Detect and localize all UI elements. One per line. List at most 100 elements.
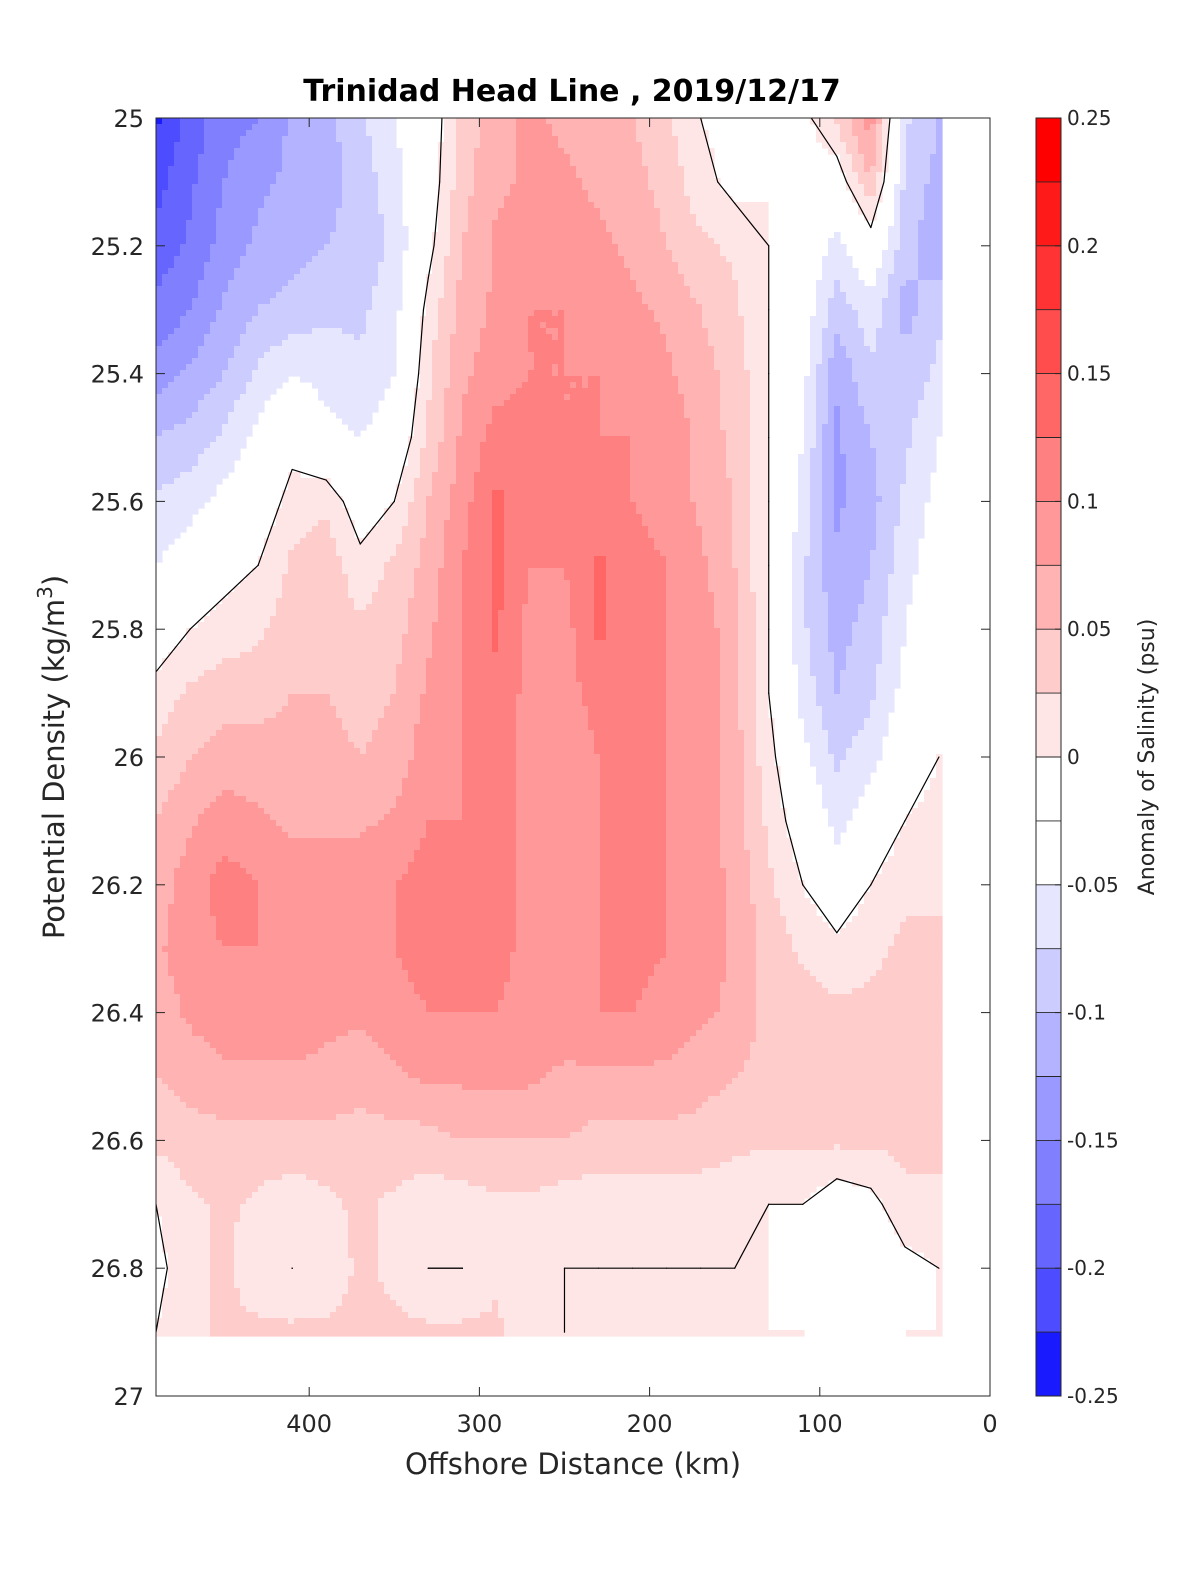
contour-cell xyxy=(486,232,493,239)
contour-cell xyxy=(654,382,661,389)
contour-cell xyxy=(312,178,319,185)
contour-cell xyxy=(690,280,697,287)
contour-cell xyxy=(552,190,559,197)
contour-cell xyxy=(438,322,445,329)
contour-cell xyxy=(198,316,205,323)
contour-cell xyxy=(570,376,577,383)
contour-cell xyxy=(198,370,205,377)
contour-cell xyxy=(912,130,919,137)
contour-cell xyxy=(474,154,481,161)
contour-cell xyxy=(582,160,589,167)
contour-cell xyxy=(570,334,577,341)
contour-cell xyxy=(696,250,703,257)
contour-cell xyxy=(522,298,529,305)
contour-cell xyxy=(600,244,607,251)
contour-cell xyxy=(264,310,271,317)
contour-cell xyxy=(186,352,193,359)
contour-cell xyxy=(354,184,361,191)
contour-cell xyxy=(708,298,715,305)
contour-cell xyxy=(600,256,607,263)
contour-cell xyxy=(366,238,373,245)
contour-cell xyxy=(174,334,181,341)
contour-cell xyxy=(558,310,565,317)
contour-cell xyxy=(924,232,931,239)
contour-cell xyxy=(468,286,475,293)
contour-cell xyxy=(930,232,937,239)
contour-cell xyxy=(360,148,367,155)
contour-cell xyxy=(198,286,205,293)
contour-cell xyxy=(822,376,829,383)
contour-cell xyxy=(516,352,523,359)
contour-cell xyxy=(462,148,469,155)
contour-cell xyxy=(546,310,553,317)
contour-cell xyxy=(318,310,325,317)
contour-cell xyxy=(708,382,715,389)
contour-cell xyxy=(342,322,349,329)
contour-cell xyxy=(504,142,511,149)
contour-cell xyxy=(282,268,289,275)
contour-cell xyxy=(276,154,283,161)
contour-cell xyxy=(828,364,835,371)
contour-cell xyxy=(750,370,757,377)
contour-cell xyxy=(396,280,403,287)
contour-cell xyxy=(198,172,205,179)
contour-cell xyxy=(360,184,367,191)
contour-cell xyxy=(498,304,505,311)
contour-cell xyxy=(588,136,595,143)
contour-cell xyxy=(192,214,199,221)
contour-cell xyxy=(744,334,751,341)
contour-cell xyxy=(738,256,745,263)
contour-cell xyxy=(642,184,649,191)
contour-cell xyxy=(258,136,265,143)
contour-cell xyxy=(168,238,175,245)
contour-cell xyxy=(930,256,937,263)
contour-cell xyxy=(918,154,925,161)
contour-cell xyxy=(858,334,865,341)
contour-cell xyxy=(630,322,637,329)
contour-cell xyxy=(204,316,211,323)
contour-cell xyxy=(306,214,313,221)
contour-cell xyxy=(822,358,829,365)
contour-cell xyxy=(630,328,637,335)
contour-cell xyxy=(336,322,343,329)
contour-cell xyxy=(636,352,643,359)
contour-cell xyxy=(258,298,265,305)
contour-cell xyxy=(606,124,613,131)
contour-cell xyxy=(906,220,913,227)
contour-cell xyxy=(576,298,583,305)
contour-cell xyxy=(276,262,283,269)
contour-cell xyxy=(228,316,235,323)
contour-cell xyxy=(756,376,763,383)
contour-cell xyxy=(282,280,289,287)
contour-cell xyxy=(342,214,349,221)
contour-cell xyxy=(582,136,589,143)
contour-cell xyxy=(384,196,391,203)
contour-cell xyxy=(204,346,211,353)
contour-cell xyxy=(558,184,565,191)
contour-cell xyxy=(210,268,217,275)
contour-cell xyxy=(690,118,697,125)
contour-cell xyxy=(648,238,655,245)
contour-cell xyxy=(594,352,601,359)
contour-cell xyxy=(558,142,565,149)
contour-cell xyxy=(180,352,187,359)
contour-cell xyxy=(828,352,835,359)
contour-cell xyxy=(210,274,217,281)
contour-cell xyxy=(330,352,337,359)
contour-cell xyxy=(252,376,259,383)
contour-cell xyxy=(528,154,535,161)
contour-cell xyxy=(594,364,601,371)
contour-cell xyxy=(654,142,661,149)
contour-cell xyxy=(660,214,667,221)
contour-cell xyxy=(198,226,205,233)
contour-cell xyxy=(234,202,241,209)
contour-cell xyxy=(732,244,739,251)
contour-cell xyxy=(168,256,175,263)
contour-cell xyxy=(528,352,535,359)
contour-cell xyxy=(720,328,727,335)
contour-cell xyxy=(324,148,331,155)
contour-cell xyxy=(384,166,391,173)
contour-cell xyxy=(606,334,613,341)
contour-cell xyxy=(462,202,469,209)
contour-cell xyxy=(186,328,193,335)
